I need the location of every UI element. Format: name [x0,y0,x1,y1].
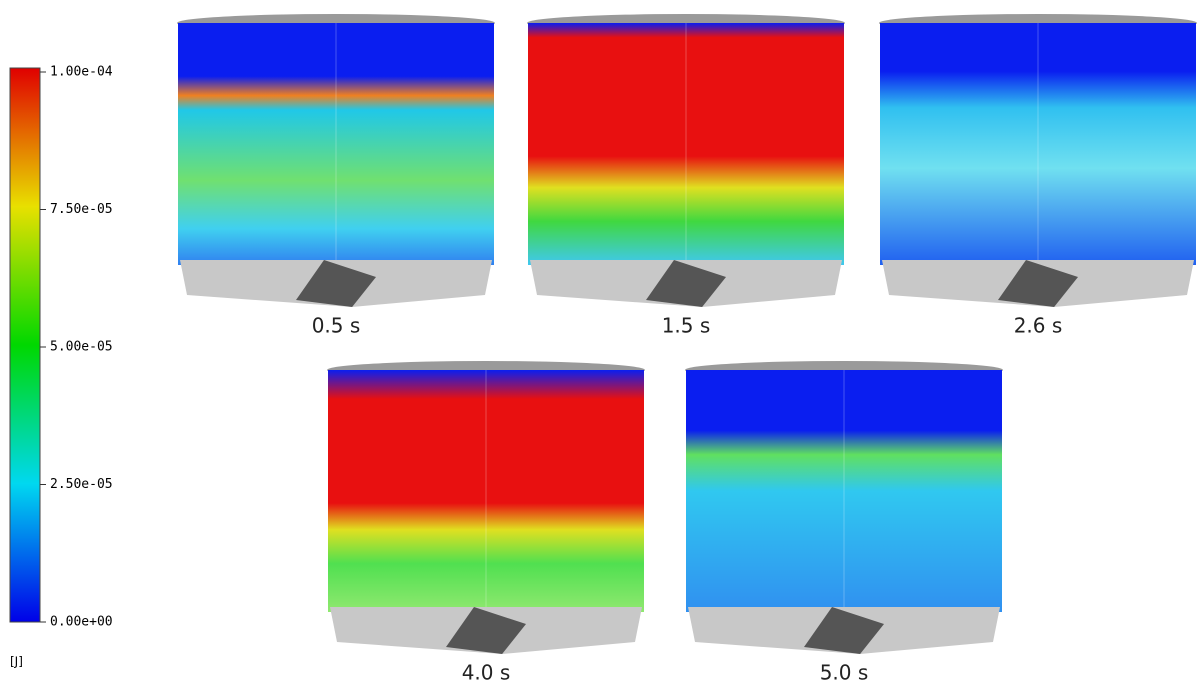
figure: [J] 1.00e-04 7.50e-05 5.00e-05 2.50e-05 0.00… [0,0,1199,692]
colorbar [10,68,40,622]
colorbar-tick-label: 1.00e-04 [50,65,113,80]
colorbar-tick-label: 7.50e-05 [50,202,113,217]
panel-label: 4.0 s [462,661,511,685]
panel-label: 5.0 s [820,661,869,685]
colorbar-tick-label: 5.00e-05 [50,340,113,355]
colorbar-tick-label: 0.00e+00 [50,615,113,630]
panel-label: 1.5 s [662,314,711,338]
unit-label: [J] [10,655,23,669]
panel-label: 0.5 s [312,314,361,338]
colorbar-tick-label: 2.50e-05 [50,477,113,492]
panel-label: 2.6 s [1014,314,1063,338]
